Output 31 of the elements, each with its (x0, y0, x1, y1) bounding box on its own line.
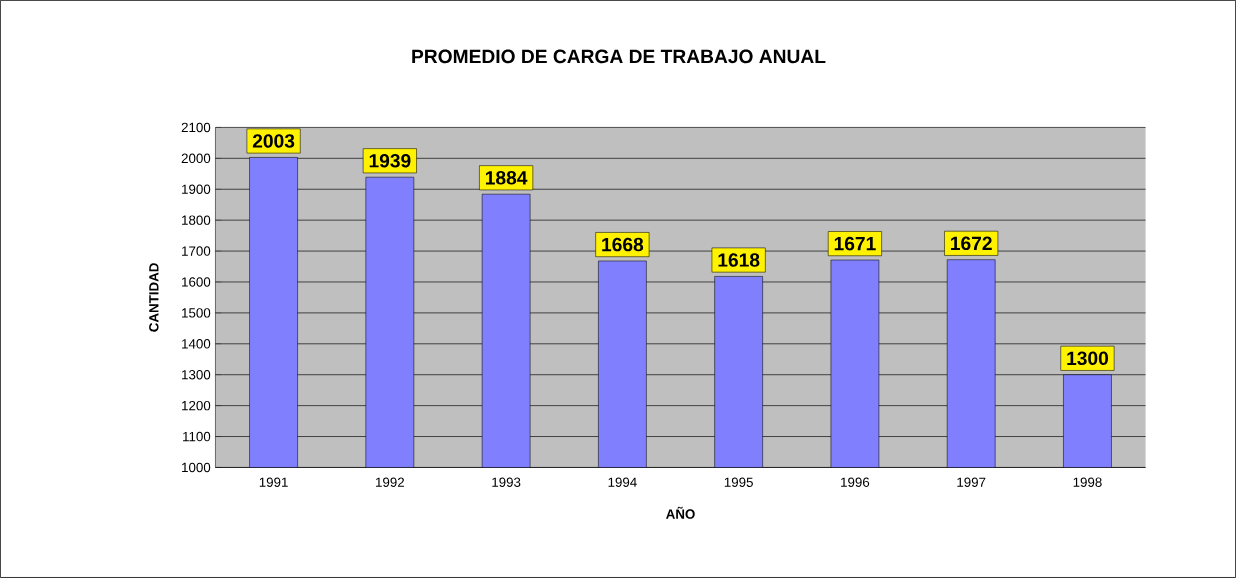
y-tick-label: 1700 (182, 246, 211, 256)
x-tick-label: 1998 (1073, 477, 1102, 487)
data-label: 1618 (718, 253, 760, 267)
data-label: 1672 (951, 236, 992, 251)
y-tick-label: 1400 (182, 339, 211, 349)
y-tick-label: 1500 (182, 308, 211, 318)
x-tick-label: 1995 (724, 477, 753, 487)
data-label: 1300 (1067, 351, 1109, 366)
x-tick-label: 1996 (841, 477, 870, 487)
y-tick-label: 1300 (182, 370, 211, 380)
data-label: 1884 (485, 171, 528, 185)
y-tick-label: 1200 (182, 400, 211, 411)
y-tick-label: 1800 (182, 215, 211, 225)
x-tick-label: 1994 (608, 477, 637, 487)
y-tick-label: 1900 (182, 184, 211, 195)
x-tick-label: 1992 (376, 477, 405, 487)
y-axis-title: CANTIDAD (149, 263, 159, 332)
x-axis-title: AÑO (666, 506, 695, 519)
data-label: 2003 (252, 134, 295, 148)
data-label: 1671 (834, 236, 876, 251)
y-tick-label: 2100 (181, 122, 211, 133)
y-tick-label: 1100 (183, 431, 211, 442)
x-tick-label: 1997 (957, 477, 986, 487)
data-label: 1939 (369, 154, 411, 168)
chart-title: PROMEDIO DE CARGA DE TRABAJO ANUAL (412, 49, 826, 64)
x-tick-label: 1993 (492, 477, 521, 487)
data-label: 1668 (602, 237, 644, 252)
y-tick-label: 2000 (181, 153, 211, 164)
y-tick-label: 1600 (182, 277, 211, 287)
y-tick-label: 1000 (182, 462, 211, 473)
x-tick-label: 1991 (259, 477, 288, 487)
